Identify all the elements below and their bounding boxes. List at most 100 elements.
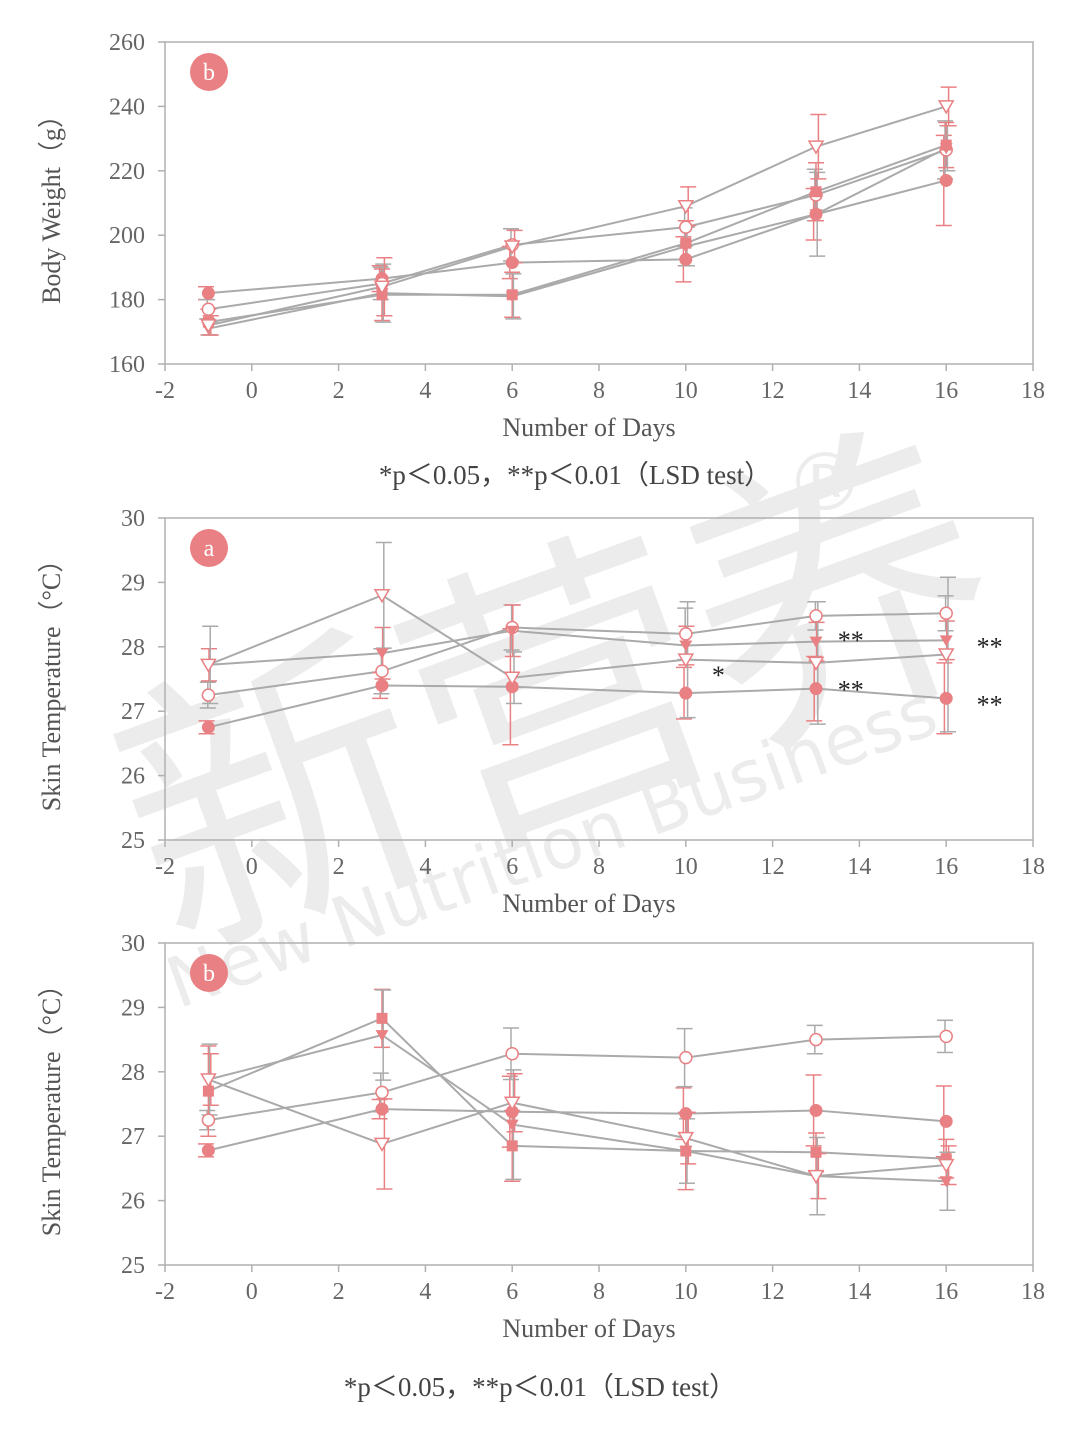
x-tick-label: 16 bbox=[934, 1279, 958, 1305]
data-point-filled-triangle bbox=[809, 209, 823, 221]
x-tick-label: 2 bbox=[333, 378, 345, 404]
data-point-open-circle bbox=[201, 688, 216, 702]
data-point-open-triangle bbox=[503, 240, 521, 255]
series-line bbox=[208, 144, 947, 324]
series-line bbox=[208, 629, 947, 666]
x-tick-label: 6 bbox=[506, 1279, 518, 1305]
data-point-filled-triangle bbox=[809, 636, 823, 648]
plot-frame bbox=[164, 942, 1034, 1266]
data-point-filled-circle bbox=[939, 1114, 953, 1128]
y-tick-label: 25 bbox=[121, 828, 145, 854]
y-axis-label: Skin Temperature（°C） bbox=[37, 547, 66, 811]
data-point-filled-square bbox=[506, 1140, 518, 1152]
data-point-filled-circle bbox=[679, 686, 693, 700]
data-point-filled-triangle bbox=[939, 635, 953, 647]
series-line bbox=[208, 594, 947, 679]
x-tick-label: 12 bbox=[761, 854, 785, 880]
data-point-filled-triangle bbox=[375, 1030, 389, 1042]
data-point-open-circle bbox=[201, 302, 216, 317]
data-point-filled-square bbox=[940, 1153, 952, 1165]
data-point-open-triangle bbox=[503, 671, 521, 686]
data-point-open-triangle bbox=[677, 199, 695, 215]
panel-badge bbox=[190, 53, 228, 91]
series-line bbox=[208, 612, 947, 697]
data-point-open-triangle bbox=[937, 100, 955, 115]
data-point-filled-square bbox=[810, 1146, 822, 1158]
data-point-filled-circle bbox=[505, 256, 519, 270]
data-point-open-triangle bbox=[200, 1073, 217, 1088]
y-tick-label: 28 bbox=[121, 635, 145, 661]
series-line bbox=[208, 684, 947, 729]
data-point-open-circle bbox=[375, 1085, 389, 1100]
x-tick-label: 16 bbox=[934, 378, 958, 404]
data-point-filled-square bbox=[376, 1012, 388, 1024]
data-point-filled-circle bbox=[679, 1107, 693, 1121]
chart-skin-temperature-a: -2 0 2 4 6 8 10 12 14 16 18 25 26 27 28 29 30 Number of D… bbox=[37, 506, 1045, 918]
data-point-open-triangle bbox=[807, 140, 825, 155]
y-tick-label: 200 bbox=[109, 223, 145, 249]
x-tick-label: 18 bbox=[1021, 378, 1045, 404]
x-tick-label: 4 bbox=[419, 378, 431, 404]
data-point-open-circle bbox=[679, 627, 693, 641]
y-tick-label: 30 bbox=[121, 931, 145, 957]
panel-badge-label: b bbox=[203, 961, 215, 987]
data-point-open-circle bbox=[375, 664, 389, 679]
x-tick-label: 14 bbox=[847, 378, 871, 404]
data-point-open-triangle bbox=[373, 280, 391, 295]
chart-skin-temperature-b: -2 0 2 4 6 8 10 12 14 16 18 25 26 27 28 29 30 Number of D… bbox=[37, 931, 1045, 1343]
data-point-open-circle bbox=[201, 1113, 216, 1127]
data-point-filled-circle bbox=[939, 173, 953, 187]
y-tick-label: 260 bbox=[109, 30, 145, 56]
data-point-open-triangle bbox=[937, 648, 955, 663]
x-axis-label: Number of Days bbox=[502, 1314, 675, 1343]
significance-mark: ** bbox=[977, 690, 1003, 719]
data-point-open-circle bbox=[679, 220, 693, 234]
data-point-open-circle bbox=[505, 1047, 519, 1061]
series-line bbox=[208, 1017, 947, 1160]
significance-mark: ** bbox=[977, 633, 1003, 662]
series-line bbox=[208, 105, 947, 327]
data-point-open-circle bbox=[809, 1032, 823, 1047]
y-tick-label: 29 bbox=[121, 995, 145, 1021]
data-point-open-circle bbox=[679, 1050, 693, 1065]
significance-mark: ** bbox=[838, 676, 864, 705]
panel-badge bbox=[190, 529, 228, 567]
data-point-open-circle bbox=[939, 1029, 953, 1044]
x-tick-label: 10 bbox=[674, 378, 698, 404]
significance-mark: ** bbox=[838, 626, 864, 655]
x-tick-label: 0 bbox=[246, 1279, 258, 1305]
data-point-filled-square bbox=[810, 186, 822, 198]
plot-frame bbox=[164, 41, 1034, 365]
y-tick-label: 28 bbox=[121, 1060, 145, 1086]
y-tick-label: 27 bbox=[121, 1124, 145, 1150]
data-point-filled-circle bbox=[679, 252, 693, 266]
x-tick-label: 12 bbox=[761, 1279, 785, 1305]
data-point-open-circle bbox=[809, 609, 823, 623]
series-line bbox=[208, 147, 947, 330]
data-point-filled-circle bbox=[201, 1143, 215, 1157]
significance-note-bottom: *p＜0.05，**p＜0.01（LSD test） bbox=[344, 1372, 736, 1402]
data-point-open-triangle bbox=[677, 653, 695, 668]
x-tick-label: 6 bbox=[506, 378, 518, 404]
x-tick-label: 10 bbox=[674, 1279, 698, 1305]
y-tick-label: 29 bbox=[121, 570, 145, 596]
data-point-open-triangle bbox=[200, 658, 217, 673]
data-point-filled-triangle bbox=[505, 291, 519, 303]
series-line bbox=[208, 148, 947, 311]
data-point-open-triangle bbox=[677, 1131, 695, 1147]
y-tick-label: 26 bbox=[121, 1189, 145, 1215]
chart-body-weight-b: -2 0 2 4 6 8 10 12 14 16 18 160 180 200 220 240 260 Numbe… bbox=[37, 30, 1045, 442]
data-point-open-triangle bbox=[373, 589, 391, 604]
data-point-filled-triangle bbox=[939, 1176, 953, 1188]
x-tick-label: 0 bbox=[246, 854, 258, 880]
data-point-filled-triangle bbox=[939, 143, 953, 155]
x-tick-label: 4 bbox=[419, 1279, 431, 1305]
y-tick-label: 180 bbox=[109, 288, 145, 314]
data-point-open-triangle bbox=[807, 656, 825, 671]
y-tick-label: 30 bbox=[121, 506, 145, 532]
x-tick-label: 14 bbox=[847, 1279, 871, 1305]
y-tick-label: 240 bbox=[109, 94, 145, 120]
x-tick-label: 2 bbox=[333, 1279, 345, 1305]
data-point-open-triangle bbox=[937, 1158, 955, 1174]
